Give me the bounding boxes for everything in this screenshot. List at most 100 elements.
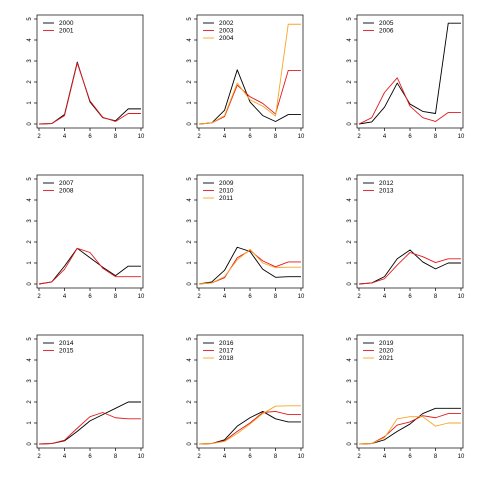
series-line-2012 [358,249,461,285]
y-tick-label: 4 [187,198,193,202]
legend-entry: 2013 [379,188,394,195]
plot-frame [36,14,144,129]
y-tick-label: 3 [27,59,33,63]
y-tick-label: 4 [187,38,193,42]
x-tick-label: 6 [408,134,412,140]
y-tick-label: 4 [27,358,33,362]
y-tick-label: 0 [187,122,193,126]
x-tick-label: 6 [88,454,92,460]
y-tick-label: 5 [187,337,193,341]
x-tick-label: 8 [114,454,118,460]
series-line-2017 [198,410,301,445]
x-tick-label: 4 [223,454,227,460]
y-tick-label: 4 [187,358,193,362]
y-tick-label: 2 [347,80,353,84]
y-tick-label: 1 [347,261,353,265]
y-tick-label: 3 [187,379,193,383]
x-tick-label: 8 [274,294,278,300]
legend-entry: 2019 [379,340,394,347]
y-tick-label: 1 [27,101,33,105]
series-line-2001 [38,62,141,125]
y-tick-label: 1 [347,101,353,105]
series-line-2002 [198,69,301,125]
series-line-2019 [358,407,461,445]
legend-entry: 2008 [59,188,74,195]
plot-frame [196,174,304,289]
y-tick-label: 0 [27,442,33,446]
series-line-2015 [38,412,141,445]
y-tick-label: 2 [27,80,33,84]
legend-entry: 2014 [59,340,74,347]
y-tick-label: 5 [347,337,353,341]
x-tick-label: 2 [357,134,361,140]
legend-entry: 2011 [219,195,233,202]
x-tick-label: 10 [458,454,465,460]
legend-entry: 2009 [219,180,234,187]
legend-entry: 2007 [59,180,74,187]
x-tick-label: 10 [138,454,145,460]
legend-entry: 2021 [379,355,394,362]
y-tick-label: 0 [27,282,33,286]
x-tick-label: 8 [434,134,438,140]
legend-entry: 2004 [219,35,234,42]
x-tick-label: 6 [248,294,252,300]
y-tick-label: 5 [347,17,353,21]
plot-frame [356,334,464,449]
x-tick-label: 2 [37,294,41,300]
y-tick-label: 0 [347,122,353,126]
y-tick-label: 3 [187,219,193,223]
y-tick-label: 5 [187,177,193,181]
series-line-2006 [358,77,461,125]
y-tick-label: 1 [27,261,33,265]
y-tick-label: 2 [27,240,33,244]
x-tick-label: 4 [223,134,227,140]
x-tick-label: 4 [383,454,387,460]
series-line-2008 [38,247,141,285]
legend-entry: 2002 [219,20,234,27]
x-tick-label: 2 [197,294,201,300]
series-line-2007 [38,247,141,285]
x-tick-label: 10 [298,134,305,140]
x-tick-label: 4 [223,294,227,300]
y-tick-label: 5 [27,17,33,21]
x-tick-label: 2 [197,134,201,140]
y-tick-label: 1 [27,421,33,425]
x-tick-label: 10 [138,294,145,300]
series-line-2005 [358,22,461,125]
legend-entry: 2016 [219,340,234,347]
series-line-2009 [198,246,301,285]
x-tick-label: 2 [357,454,361,460]
y-tick-label: 2 [347,400,353,404]
x-tick-label: 10 [298,454,305,460]
y-tick-label: 5 [187,17,193,21]
y-tick-label: 5 [347,177,353,181]
y-tick-label: 5 [27,337,33,341]
y-tick-label: 0 [347,442,353,446]
y-tick-label: 3 [187,59,193,63]
y-tick-label: 0 [187,442,193,446]
x-tick-label: 8 [434,454,438,460]
series-line-2011 [198,248,301,285]
y-tick-label: 0 [347,282,353,286]
x-tick-label: 8 [434,294,438,300]
legend-entry: 2000 [59,20,74,27]
y-tick-label: 3 [27,379,33,383]
y-tick-label: 2 [187,240,193,244]
series-line-2013 [358,252,461,285]
x-tick-label: 10 [138,134,145,140]
y-tick-label: 3 [347,59,353,63]
x-tick-label: 10 [458,134,465,140]
plot-frame [356,174,464,289]
x-tick-label: 6 [408,454,412,460]
y-tick-label: 2 [27,400,33,404]
x-tick-label: 4 [383,294,387,300]
series-line-2018 [198,405,301,445]
x-tick-label: 8 [274,454,278,460]
